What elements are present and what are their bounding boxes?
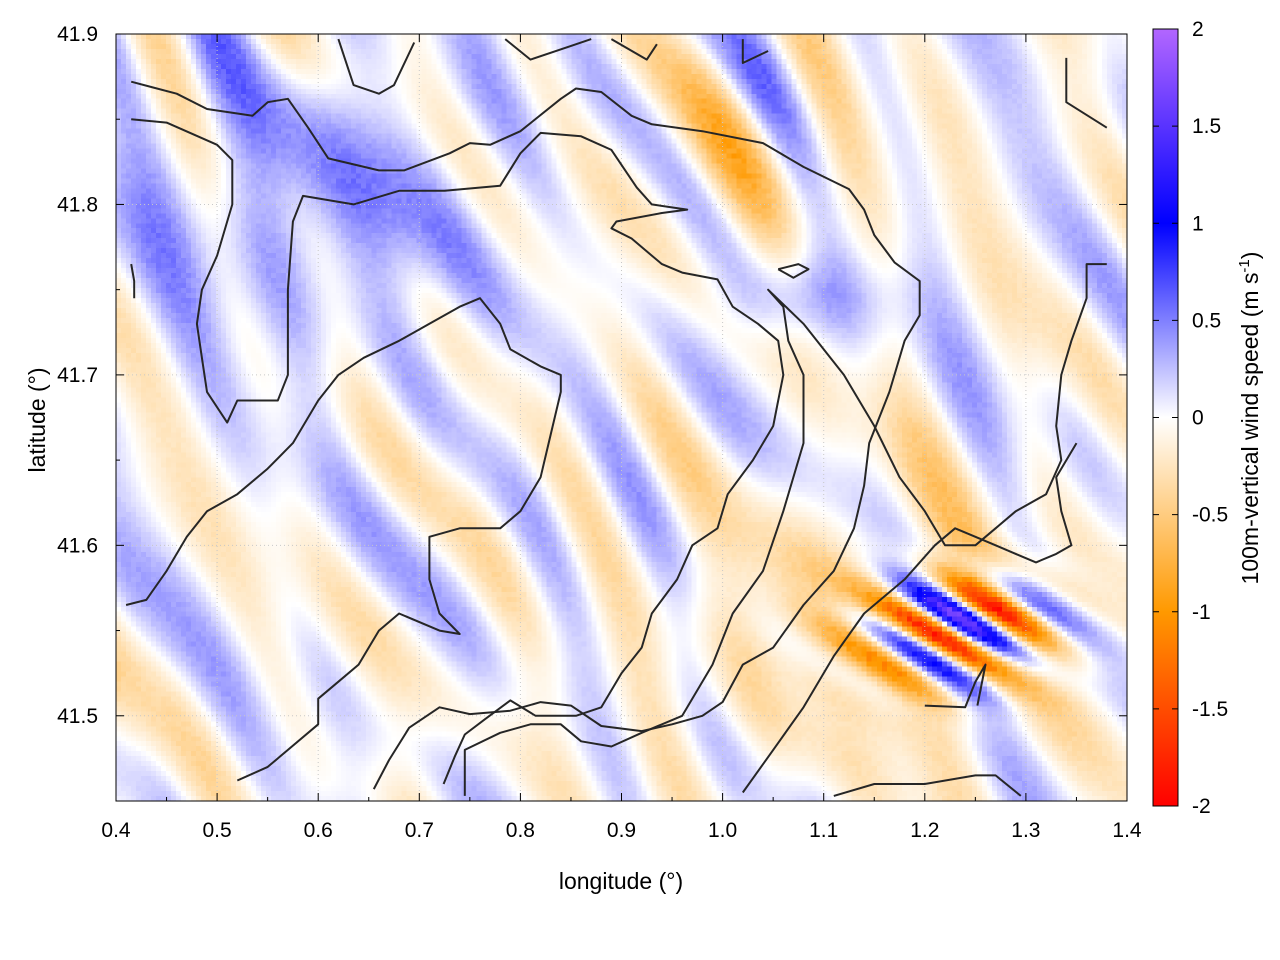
x-tick-label: 0.7 [405, 819, 434, 842]
x-tick-label: 1.4 [1112, 819, 1142, 842]
x-tick-label: 1.3 [1011, 819, 1040, 842]
contour-line [504, 38, 592, 61]
colorbar-tick-label: 0 [1192, 407, 1204, 430]
y-tick-label: 41.7 [57, 364, 98, 387]
colorbar-label-superscript: -1 [1236, 259, 1253, 272]
contour-line [337, 38, 416, 95]
contour-line [130, 263, 136, 299]
colorbar-label-main: 100m-vertical wind speed (m s [1237, 273, 1263, 585]
x-tick-label: 1.1 [809, 819, 838, 842]
y-tick-label: 41.6 [57, 534, 98, 557]
y-axis-label: latitude (°) [24, 367, 50, 472]
x-tick-label: 1.0 [708, 819, 737, 842]
contour-line [833, 774, 1022, 797]
x-tick-label: 0.6 [304, 819, 333, 842]
colorbar-label-close: ) [1237, 252, 1263, 260]
x-tick-label: 1.2 [910, 819, 939, 842]
colorbar-label: 100m-vertical wind speed (m s-1) [1236, 252, 1263, 585]
colorbar-tick-label: -1.5 [1192, 698, 1228, 721]
contour-line [125, 297, 562, 782]
contour-line [130, 80, 921, 790]
contour-line [741, 442, 1078, 794]
grid-lines [116, 34, 1127, 801]
colorbar-ticks: 2 1.5 1 0.5 0 -0.5 -1 -1.5 -2 [1153, 18, 1228, 818]
y-axis-ticks: 41.5 41.6 41.7 41.8 41.9 [57, 23, 1127, 802]
contour-line [1065, 57, 1108, 129]
colorbar-tick-label: 1 [1192, 212, 1204, 235]
colorbar-tick-label: 1.5 [1192, 115, 1221, 138]
x-tick-label: 0.8 [506, 819, 535, 842]
contour-line [741, 39, 769, 64]
contour-line [924, 663, 987, 709]
x-axis-label: longitude (°) [559, 868, 683, 894]
contour-line [610, 38, 658, 61]
heatmap-field [116, 34, 1127, 801]
colorbar-tick-label: -0.5 [1192, 504, 1228, 527]
x-tick-label: 0.5 [202, 819, 231, 842]
colorbar-tick-label: 2 [1192, 18, 1204, 41]
x-tick-label: 0.4 [101, 819, 131, 842]
colorbar-tick-label: -1 [1192, 601, 1211, 624]
x-tick-label: 0.9 [607, 819, 636, 842]
y-tick-label: 41.9 [57, 23, 98, 46]
contour-line [131, 118, 785, 785]
x-axis-ticks: 0.4 0.5 0.6 0.7 0.8 0.9 1.0 1.1 1.2 1.3 1.4 [101, 34, 1142, 842]
y-tick-label: 41.5 [57, 705, 98, 728]
colorbar-tick-label: 0.5 [1192, 309, 1221, 332]
terrain-contours [125, 38, 1108, 797]
contour-line [777, 263, 810, 279]
colorbar-tick-label: -2 [1192, 795, 1211, 818]
y-tick-label: 41.8 [57, 193, 98, 216]
contour-line [463, 263, 1107, 796]
